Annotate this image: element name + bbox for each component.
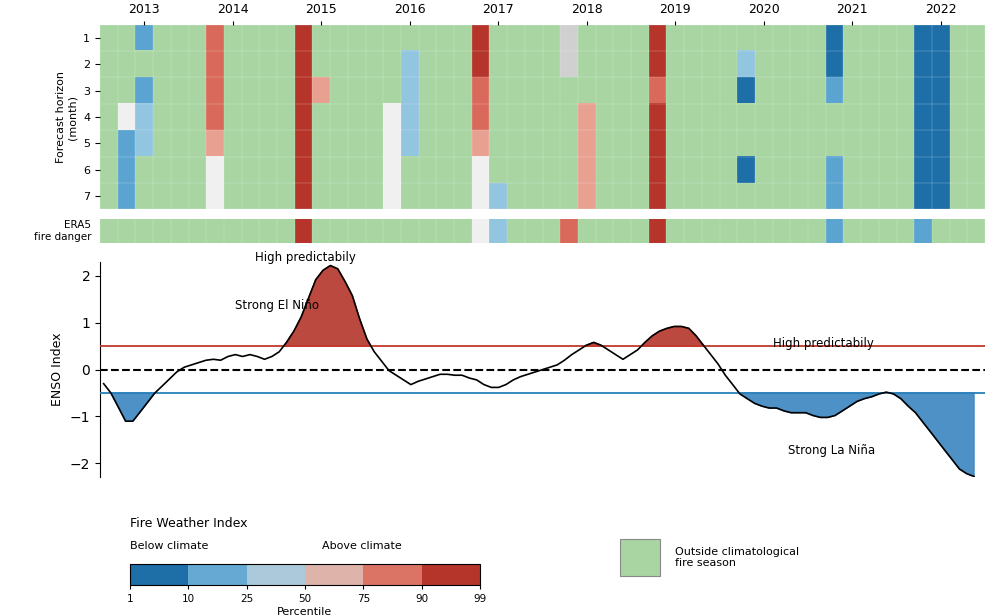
Text: High predictabily: High predictabily — [773, 337, 874, 350]
Text: Fire Weather Index: Fire Weather Index — [130, 517, 248, 530]
Text: Strong La Niña: Strong La Niña — [788, 444, 875, 456]
X-axis label: Percentile: Percentile — [277, 607, 333, 616]
Text: Above climate: Above climate — [322, 541, 402, 551]
Y-axis label: Forecast horizon
(month): Forecast horizon (month) — [56, 71, 78, 163]
Text: High predictabily: High predictabily — [255, 251, 356, 264]
Text: Outside climatological
fire season: Outside climatological fire season — [675, 546, 799, 569]
Text: Below climate: Below climate — [130, 541, 208, 551]
Text: Strong El Niño: Strong El Niño — [235, 299, 319, 312]
Text: ERA5
fire danger: ERA5 fire danger — [34, 220, 91, 242]
Y-axis label: ENSO Index: ENSO Index — [51, 333, 64, 407]
